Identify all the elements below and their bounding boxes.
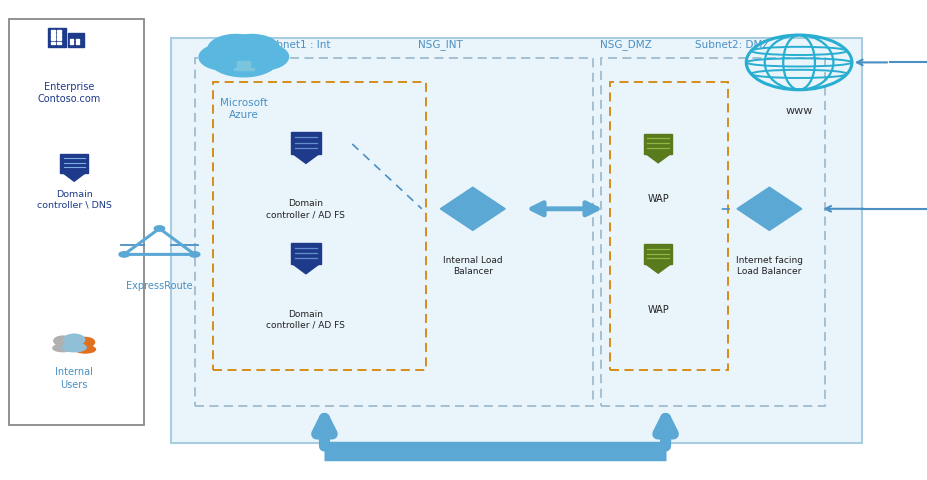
Bar <box>57 30 60 32</box>
Ellipse shape <box>75 346 95 353</box>
Bar <box>51 34 55 36</box>
Circle shape <box>199 44 249 70</box>
Bar <box>644 133 672 154</box>
Bar <box>47 28 66 47</box>
Bar <box>610 82 728 370</box>
Text: Internet facing
Load Balancer: Internet facing Load Balancer <box>736 256 803 276</box>
Text: WAP: WAP <box>647 194 669 204</box>
Text: www: www <box>785 106 813 116</box>
Text: Microsoft
Azure: Microsoft Azure <box>220 98 268 120</box>
Bar <box>57 37 60 39</box>
Bar <box>57 42 60 44</box>
Bar <box>291 132 321 154</box>
Circle shape <box>209 40 279 77</box>
Text: ExpressRoute: ExpressRoute <box>126 281 193 291</box>
Text: Domain
controller / AD FS: Domain controller / AD FS <box>266 310 346 330</box>
Bar <box>644 244 672 264</box>
Bar <box>9 19 144 425</box>
Bar <box>601 58 825 406</box>
Bar <box>237 61 250 69</box>
Bar <box>57 34 60 36</box>
Bar <box>234 68 254 71</box>
Text: Enterprise
Contoso.com: Enterprise Contoso.com <box>38 82 101 104</box>
Text: Availability Sets: Availability Sets <box>451 446 540 456</box>
Text: NSG_INT: NSG_INT <box>418 39 463 50</box>
Text: WAP: WAP <box>647 305 669 315</box>
Text: Internal
Users: Internal Users <box>56 367 93 390</box>
Text: Internal Load
Balancer: Internal Load Balancer <box>443 256 502 276</box>
Bar <box>60 155 88 173</box>
Bar <box>51 37 55 39</box>
Circle shape <box>64 335 84 345</box>
Bar <box>75 42 79 45</box>
Circle shape <box>119 252 130 257</box>
Bar <box>195 58 593 406</box>
Bar <box>70 42 73 45</box>
Polygon shape <box>737 187 802 230</box>
Circle shape <box>208 35 264 64</box>
Circle shape <box>189 252 200 257</box>
Bar <box>75 38 79 41</box>
Text: Subnet1 : Int: Subnet1 : Int <box>263 40 330 50</box>
Polygon shape <box>293 264 319 274</box>
Circle shape <box>238 44 288 70</box>
Polygon shape <box>646 154 670 163</box>
Circle shape <box>223 35 280 64</box>
Text: Domain
controller / AD FS: Domain controller / AD FS <box>266 199 346 219</box>
Bar <box>51 30 55 32</box>
Bar <box>68 33 83 47</box>
Bar <box>213 82 426 370</box>
Text: Subnet2: DMZ: Subnet2: DMZ <box>695 40 769 50</box>
Polygon shape <box>440 187 505 230</box>
Bar <box>51 42 55 44</box>
Polygon shape <box>293 154 319 163</box>
Circle shape <box>154 226 165 231</box>
Text: Domain
controller \ DNS: Domain controller \ DNS <box>37 190 111 210</box>
Circle shape <box>54 336 72 346</box>
Bar <box>171 38 862 443</box>
Ellipse shape <box>53 344 73 352</box>
Bar <box>291 243 321 264</box>
Circle shape <box>64 335 84 345</box>
Bar <box>70 38 73 41</box>
Polygon shape <box>646 264 670 273</box>
Circle shape <box>76 337 95 347</box>
Polygon shape <box>63 173 85 181</box>
Ellipse shape <box>62 343 86 352</box>
Text: NSG_DMZ: NSG_DMZ <box>600 39 652 50</box>
